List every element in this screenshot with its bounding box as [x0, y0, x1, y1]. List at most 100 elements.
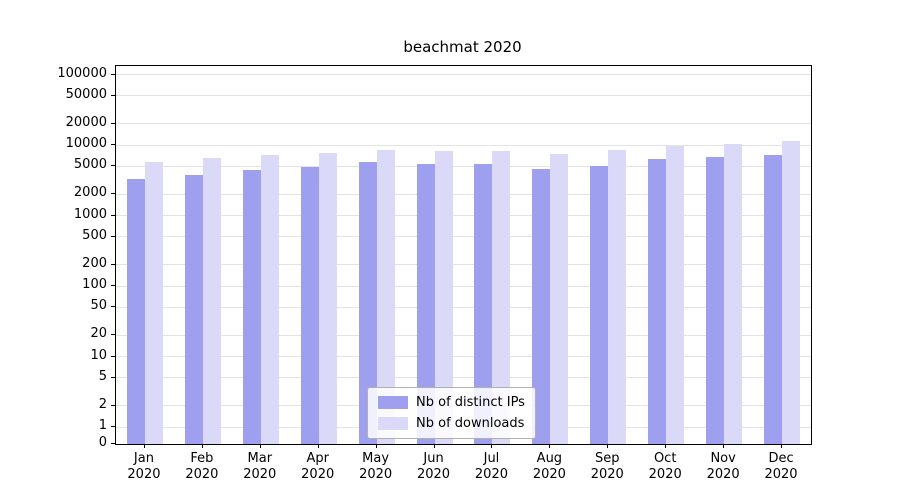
y-tick-mark-10000: [111, 144, 115, 145]
gridline-y-20000: [116, 123, 811, 125]
bar-distinct-ips-may: [358, 161, 377, 444]
x-tick-label-jan: Jan 2020: [127, 451, 161, 482]
y-tick-label-1: 1: [98, 418, 107, 433]
gridline-y-5: [116, 377, 811, 379]
x-tick-label-sep: Sep 2020: [590, 451, 624, 482]
y-tick-mark-5000: [111, 165, 115, 167]
bar-downloads-may: [376, 149, 395, 444]
x-tick-mark-jan: [143, 444, 145, 448]
y-tick-label-5: 5: [98, 368, 107, 384]
legend-item-downloads: Nb of downloads: [378, 416, 525, 431]
x-tick-label-apr: Apr 2020: [301, 451, 335, 482]
bar-downloads-mar: [260, 154, 279, 444]
bar-distinct-ips-jun: [416, 164, 435, 444]
y-tick-label-2000: 2000: [73, 185, 107, 201]
y-tick-label-20: 20: [90, 326, 107, 342]
x-tick-label-oct: Oct 2020: [648, 451, 682, 482]
x-tick-label-jun: Jun 2020: [416, 451, 451, 482]
x-tick-mark-feb: [201, 444, 203, 448]
y-tick-mark-5: [111, 376, 115, 378]
x-tick-label-nov: Nov 2020: [706, 451, 740, 482]
gridline-y-100000: [116, 74, 811, 75]
bar-distinct-ips-dec: [764, 154, 783, 444]
y-tick-label-100000: 100000: [57, 65, 107, 81]
bar-downloads-nov: [724, 143, 743, 444]
x-tick-label-jul: Jul 2020: [474, 451, 508, 482]
y-tick-mark-1: [111, 426, 115, 427]
bar-distinct-ips-jan: [126, 178, 145, 444]
legend-swatch-distinct-ips: [378, 396, 408, 409]
bar-distinct-ips-oct: [648, 159, 667, 444]
gridline-y-2000: [116, 193, 811, 195]
y-tick-label-100: 100: [82, 277, 107, 292]
x-tick-mark-mar: [259, 444, 261, 448]
y-tick-label-1000: 1000: [73, 206, 107, 222]
y-tick-mark-0: [111, 443, 115, 444]
y-tick-mark-100: [111, 285, 115, 286]
y-tick-label-50: 50: [90, 298, 107, 314]
bar-downloads-aug: [550, 154, 569, 444]
x-tick-mark-aug: [549, 444, 551, 448]
y-tick-mark-2000: [111, 193, 115, 195]
bar-downloads-jan: [144, 162, 163, 444]
x-tick-mark-oct: [665, 444, 667, 448]
y-tick-mark-50000: [111, 94, 115, 96]
gridline-y-5000: [116, 165, 811, 167]
bar-distinct-ips-mar: [242, 170, 261, 444]
y-tick-mark-20000: [111, 122, 115, 124]
y-tick-mark-100000: [111, 73, 115, 75]
y-tick-label-2: 2: [98, 396, 107, 412]
gridline-y-10: [116, 356, 811, 357]
y-tick-mark-20: [111, 334, 115, 336]
bar-distinct-ips-feb: [184, 175, 203, 444]
gridline-y-20: [116, 334, 811, 336]
y-tick-label-500: 500: [82, 227, 107, 243]
x-tick-label-may: May 2020: [359, 451, 393, 482]
chart-title: beachmat 2020: [403, 38, 522, 56]
y-tick-label-200: 200: [82, 255, 107, 271]
gridline-y-1000: [116, 215, 811, 216]
bar-distinct-ips-apr: [300, 166, 319, 444]
bar-distinct-ips-sep: [590, 165, 609, 444]
y-tick-label-10000: 10000: [65, 136, 107, 151]
bar-downloads-feb: [202, 157, 221, 444]
y-tick-mark-1000: [111, 214, 115, 216]
gridline-y-500: [116, 236, 811, 238]
plot-area: [115, 65, 812, 445]
y-tick-mark-2: [111, 404, 115, 406]
gridline-y-200: [116, 264, 811, 266]
x-tick-mark-sep: [607, 444, 609, 448]
legend: Nb of distinct IPs Nb of downloads: [367, 387, 536, 439]
bar-downloads-jun: [434, 150, 453, 444]
gridline-y-100: [116, 285, 811, 287]
x-tick-mark-jun: [433, 444, 435, 448]
legend-label-downloads: Nb of downloads: [416, 416, 525, 431]
x-tick-label-aug: Aug 2020: [532, 451, 566, 482]
x-tick-label-feb: Feb 2020: [185, 451, 219, 482]
x-tick-mark-apr: [317, 444, 319, 448]
y-tick-mark-500: [111, 235, 115, 237]
x-tick-label-mar: Mar 2020: [243, 451, 277, 482]
x-tick-mark-jul: [491, 444, 493, 448]
x-tick-mark-may: [375, 444, 377, 448]
y-tick-mark-200: [111, 263, 115, 265]
x-tick-mark-nov: [723, 444, 725, 448]
bar-downloads-oct: [666, 145, 685, 444]
x-tick-label-dec: Dec 2020: [764, 451, 798, 482]
y-tick-mark-50: [111, 306, 115, 308]
legend-label-distinct-ips: Nb of distinct IPs: [416, 395, 525, 410]
y-tick-label-20000: 20000: [65, 114, 107, 130]
y-tick-label-5000: 5000: [73, 157, 107, 173]
x-tick-mark-dec: [781, 444, 783, 448]
bar-distinct-ips-jul: [474, 164, 493, 444]
gridline-y-50000: [116, 95, 811, 97]
y-tick-label-50000: 50000: [65, 86, 107, 102]
bar-distinct-ips-nov: [706, 157, 725, 444]
legend-item-distinct-ips: Nb of distinct IPs: [378, 395, 525, 410]
bar-downloads-dec: [782, 140, 801, 444]
bar-downloads-jul: [492, 151, 511, 444]
gridline-y-50: [116, 306, 811, 308]
bar-downloads-apr: [318, 152, 337, 444]
bar-downloads-sep: [608, 149, 627, 444]
